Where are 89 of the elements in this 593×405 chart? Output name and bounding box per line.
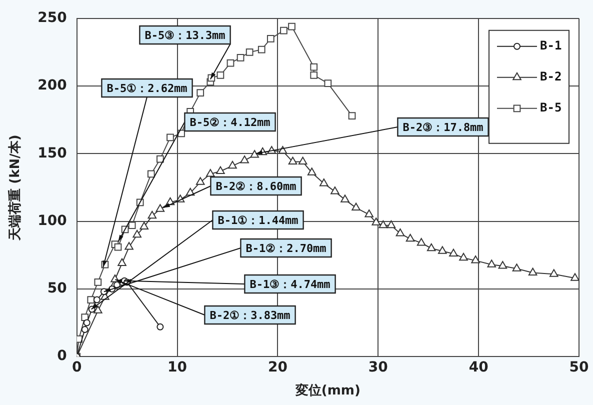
point [352, 202, 360, 211]
point [498, 260, 508, 269]
point [156, 323, 164, 330]
x-tick-label: 50 [569, 360, 589, 376]
point [81, 326, 88, 334]
annotation: B-2③：17.8mm [402, 120, 484, 134]
point [471, 256, 480, 264]
x-tick-label: 10 [168, 360, 188, 376]
point [196, 89, 204, 96]
y-axis-title: 天端荷重 (kN/本) [7, 134, 24, 242]
x-tick-label: 0 [72, 360, 82, 376]
point [570, 273, 579, 281]
x-axis-title: 変位(mm) [294, 382, 360, 399]
point [156, 155, 164, 163]
point [226, 59, 234, 67]
point [196, 177, 205, 185]
point [549, 269, 558, 277]
annotation: B-5②：4.12mm [190, 116, 271, 129]
point [426, 243, 436, 252]
point [240, 155, 249, 164]
point [147, 170, 155, 178]
y-tick-label: 0 [57, 348, 68, 364]
point [83, 319, 90, 326]
point [340, 194, 350, 202]
point [310, 72, 318, 79]
x-tick-label: 40 [468, 360, 489, 376]
legend-label: B-2 [540, 70, 562, 84]
y-tick-label: 200 [38, 78, 68, 94]
point [266, 35, 274, 42]
point [148, 210, 157, 219]
point [372, 218, 381, 226]
point [320, 178, 328, 186]
y-tick-label: 150 [38, 145, 68, 162]
x-tick-label: 30 [368, 360, 388, 376]
point [512, 264, 522, 272]
point [166, 134, 174, 142]
annotation: B-1①：1.44mm [218, 214, 299, 227]
point [216, 72, 224, 79]
point [416, 238, 426, 246]
point [310, 63, 318, 71]
annotation: B-2①：3.83mm [210, 308, 291, 322]
x-tick-label: 20 [268, 360, 288, 376]
y-tick-label: 250 [38, 10, 68, 26]
point [94, 306, 102, 314]
legend-label: B-5 [540, 100, 562, 115]
point [250, 150, 259, 158]
point [298, 156, 308, 165]
point [140, 222, 149, 230]
point [81, 314, 89, 322]
point [528, 268, 538, 276]
point [288, 156, 298, 165]
point [228, 160, 237, 169]
point [307, 168, 316, 176]
point [438, 246, 447, 254]
point [364, 210, 374, 218]
point [206, 168, 215, 177]
point [396, 228, 405, 236]
point [258, 46, 266, 54]
point [236, 54, 244, 62]
point [449, 248, 458, 257]
point [324, 80, 332, 88]
point [132, 230, 142, 238]
point [216, 166, 225, 174]
point [378, 220, 388, 228]
point [118, 258, 126, 266]
point [280, 26, 288, 34]
annotation: B-2②：8.60mm [216, 180, 297, 193]
annotation: B-5③：13.3mm [144, 28, 226, 42]
point [87, 296, 95, 304]
point [459, 252, 468, 261]
legend-label: B-1 [540, 38, 562, 53]
annotation: B-1②：2.70mm [246, 242, 327, 255]
y-tick-label: 50 [47, 280, 68, 297]
point [487, 260, 496, 268]
point [406, 234, 415, 242]
point [94, 278, 102, 286]
point [93, 296, 100, 304]
point [246, 48, 254, 56]
point [330, 186, 340, 194]
y-tick-label: 100 [38, 212, 68, 229]
point [114, 243, 122, 251]
annotation: B-5①：2.62mm [106, 82, 188, 95]
point [386, 220, 396, 228]
point [124, 242, 134, 250]
annotation: B-1③：4.74mm [250, 278, 331, 291]
point [156, 204, 165, 212]
point [128, 222, 136, 230]
point [288, 22, 296, 30]
point [348, 112, 356, 120]
